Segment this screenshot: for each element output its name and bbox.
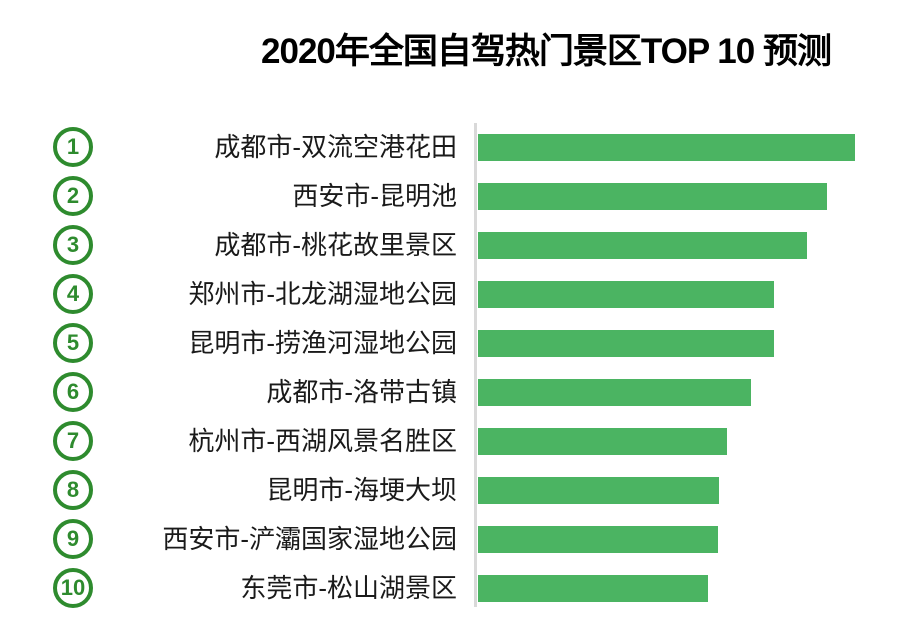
chart-row: 9 西安市-浐灞国家湿地公园 [0,515,902,564]
rank-badge: 10 [53,568,93,608]
rank-badge-number: 3 [66,232,80,257]
chart-row: 3 成都市-桃花故里景区 [0,221,902,270]
rank-badge: 4 [53,274,93,314]
rank-badge-number: 8 [66,477,80,502]
rank-badge-number: 6 [66,379,80,404]
value-bar [478,134,855,161]
rank-badge: 2 [53,176,93,216]
value-bar [478,232,807,259]
chart-row: 8 昆明市-海埂大坝 [0,466,902,515]
chart-row: 4 郑州市-北龙湖湿地公园 [0,270,902,319]
y-axis-line [474,123,477,607]
category-label: 昆明市-捞渔河湿地公园 [188,328,457,358]
category-label: 昆明市-海埂大坝 [266,475,457,505]
chart-row: 7 杭州市-西湖风景名胜区 [0,417,902,466]
rank-badge-number: 7 [66,428,80,453]
chart-row: 2 西安市-昆明池 [0,172,902,221]
rank-badge-number: 5 [66,330,80,355]
rank-badge: 3 [53,225,93,265]
value-bar [478,183,827,210]
rank-badge-number: 1 [66,134,80,159]
category-label: 成都市-桃花故里景区 [214,230,457,260]
chart-title: 2020年全国自驾热门景区TOP 10 预测 [261,32,832,71]
value-bar [478,330,774,357]
value-bar [478,428,727,455]
chart-row: 1 成都市-双流空港花田 [0,123,902,172]
rank-badge: 1 [53,127,93,167]
rank-badge: 8 [53,470,93,510]
category-label: 郑州市-北龙湖湿地公园 [188,279,457,309]
value-bar [478,281,774,308]
category-label: 东莞市-松山湖景区 [240,573,457,603]
rank-badge: 5 [53,323,93,363]
rank-badge-number: 10 [60,575,86,600]
value-bar [478,526,718,553]
rank-badge: 7 [53,421,93,461]
rank-badge-number: 2 [66,183,80,208]
chart-row: 10 东莞市-松山湖景区 [0,564,902,613]
category-label: 西安市-昆明池 [292,181,457,211]
category-label: 成都市-双流空港花田 [214,132,457,162]
category-label: 西安市-浐灞国家湿地公园 [162,524,457,554]
chart-row: 5 昆明市-捞渔河湿地公园 [0,319,902,368]
category-label: 杭州市-西湖风景名胜区 [188,426,457,456]
value-bar [478,379,751,406]
rank-badge: 9 [53,519,93,559]
category-label: 成都市-洛带古镇 [266,377,457,407]
value-bar [478,477,719,504]
rank-badge: 6 [53,372,93,412]
chart-row: 6 成都市-洛带古镇 [0,368,902,417]
value-bar [478,575,708,602]
rank-badge-number: 9 [66,526,80,551]
rank-badge-number: 4 [66,281,80,306]
